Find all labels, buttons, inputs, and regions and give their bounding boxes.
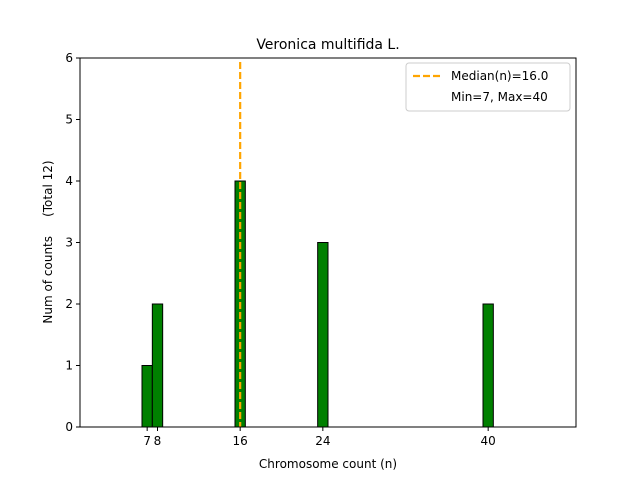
y-tick-label-0: 0 — [65, 420, 73, 434]
y-tick-label-5: 5 — [65, 113, 73, 127]
y-tick-label-1: 1 — [65, 359, 73, 373]
ticks-layer: 0 1 2 3 4 5 6 7 8 16 24 40 — [65, 51, 495, 448]
x-axis-label: Chromosome count (n) — [259, 457, 397, 471]
x-tick-label-24: 24 — [315, 434, 330, 448]
x-tick-label-8: 8 — [154, 434, 162, 448]
y-tick-label-2: 2 — [65, 297, 73, 311]
y-tick-label-3: 3 — [65, 236, 73, 250]
bar-40 — [482, 303, 494, 428]
legend-box — [405, 62, 571, 112]
legend-entry-minmax: Min=7, Max=40 — [451, 90, 548, 104]
x-tick-label-7: 7 — [143, 434, 151, 448]
bar-7 — [141, 365, 153, 428]
bar-24 — [317, 242, 329, 428]
y-axis-label: Num of counts (Total 12) — [41, 160, 55, 323]
x-tick-label-40: 40 — [481, 434, 496, 448]
y-tick-label-4: 4 — [65, 174, 73, 188]
legend-entry-median: Median(n)=16.0 — [451, 69, 548, 83]
bar-8 — [151, 303, 164, 428]
bars-layer — [116, 180, 530, 428]
x-tick-label-16: 16 — [233, 434, 248, 448]
y-tick-label-6: 6 — [65, 51, 73, 65]
legend: Median(n)=16.0 Min=7, Max=40 — [405, 62, 571, 112]
chart-title: Veronica multifida L. — [256, 37, 399, 53]
